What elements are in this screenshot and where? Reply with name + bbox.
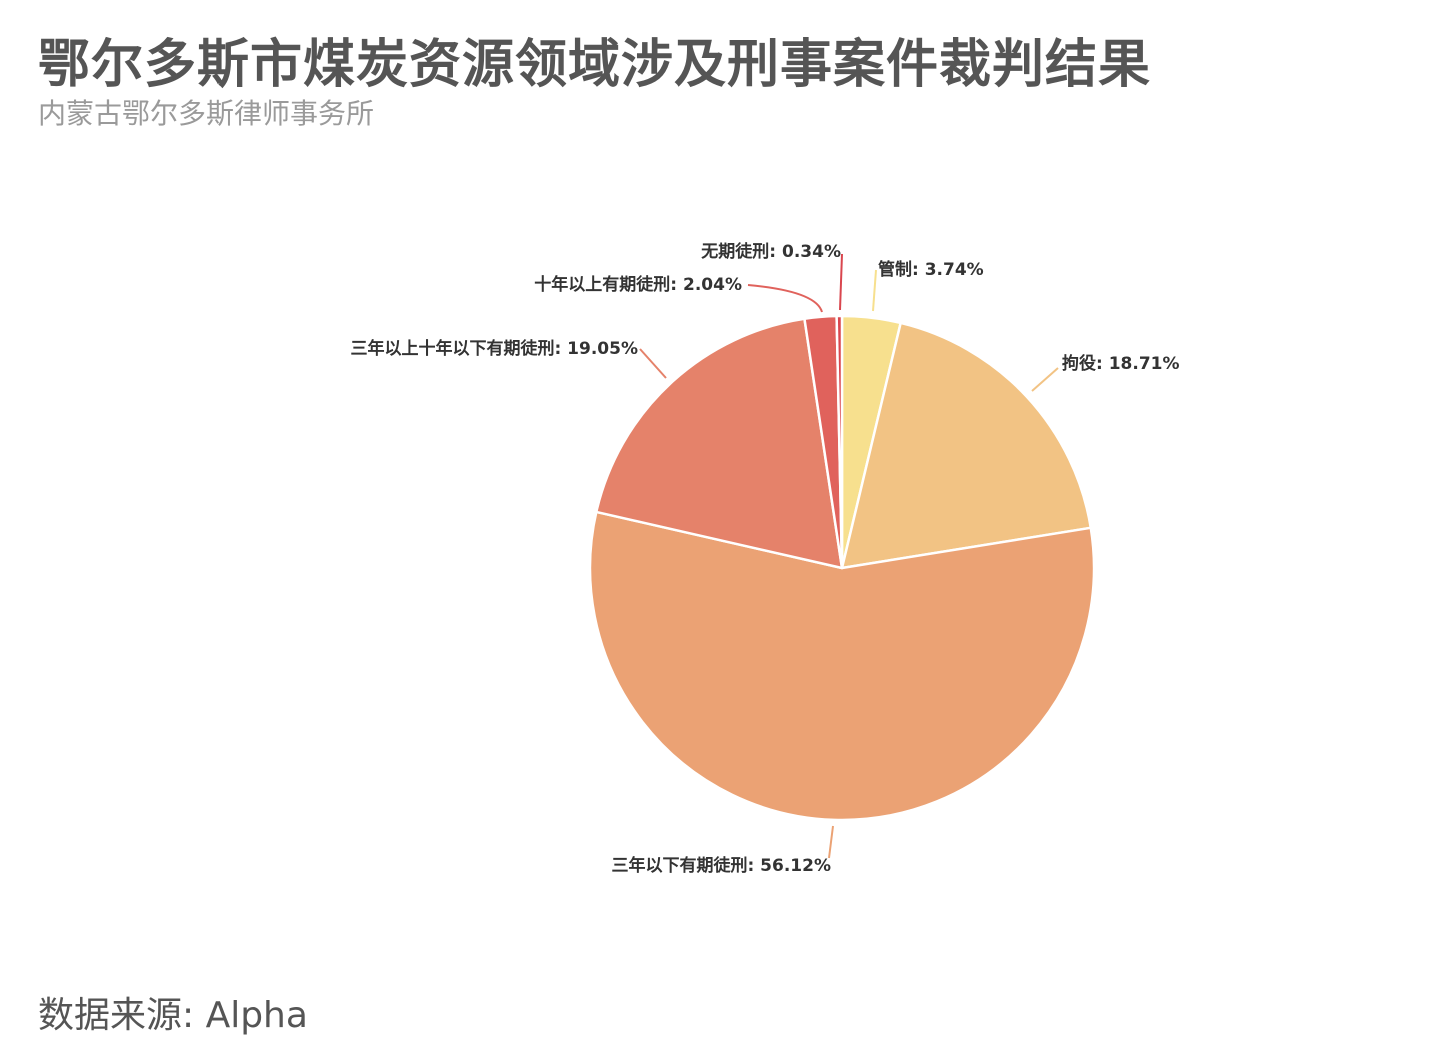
slice-label-5: 十年以上有期徒刑: 2.04% bbox=[534, 274, 742, 295]
slice-label-3: 三年以下有期徒刑: 56.12% bbox=[611, 855, 831, 876]
pie-slice-3 bbox=[588, 510, 1096, 822]
leader-line-1 bbox=[872, 269, 877, 312]
leader-line-5 bbox=[747, 284, 823, 313]
label-leaders bbox=[639, 253, 1059, 859]
pie-slice-2 bbox=[840, 321, 1093, 570]
pie-slice-4 bbox=[595, 317, 844, 570]
chart-title: 鄂尔多斯市煤炭资源领域涉及刑事案件裁判结果 bbox=[38, 35, 1152, 95]
data-source: 数据来源: Alpha bbox=[38, 995, 308, 1036]
slice-label-6: 无期徒刑: 0.34% bbox=[700, 241, 841, 262]
slice-label-2: 拘役: 18.71% bbox=[1062, 353, 1180, 374]
leader-line-3 bbox=[828, 825, 834, 859]
leader-line-6 bbox=[839, 253, 843, 311]
slice-labels: 管制: 3.74% 拘役: 18.71% 三年以下有期徒刑: 56.12% 三年以上十… bbox=[350, 241, 1179, 876]
slice-label-1: 管制: 3.74% bbox=[878, 259, 984, 280]
leader-line-2 bbox=[1031, 367, 1059, 392]
pie-slice-6 bbox=[835, 314, 844, 570]
chart-subtitle: 内蒙古鄂尔多斯律师事务所 bbox=[38, 97, 375, 130]
leader-line-4 bbox=[639, 348, 667, 379]
pie-slices bbox=[588, 314, 1096, 822]
slice-label-4: 三年以上十年以下有期徒刑: 19.05% bbox=[350, 338, 638, 359]
